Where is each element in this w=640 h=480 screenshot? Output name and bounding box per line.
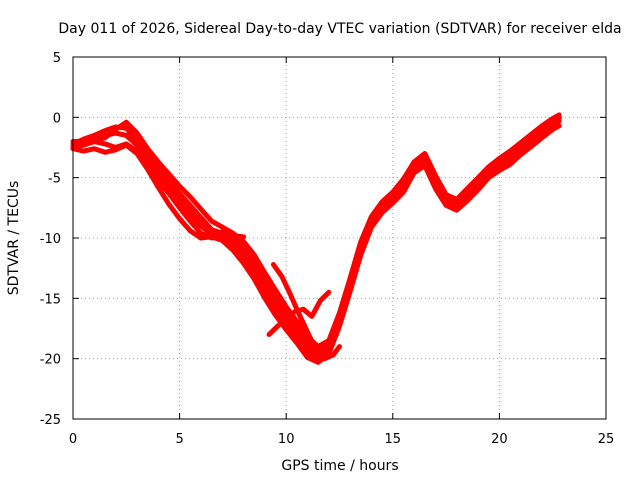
series-line-track-3 [70, 123, 562, 365]
y-tick-label: -25 [40, 413, 61, 428]
y-tick-label: -15 [40, 292, 61, 307]
chart-title: Day 011 of 2026, Sidereal Day-to-day VTE… [58, 21, 621, 37]
y-tick-label: 5 [53, 51, 61, 66]
y-axis-label: SDTVAR / TECUs [6, 181, 22, 296]
x-tick-label: 0 [69, 432, 77, 447]
data-series [70, 112, 562, 365]
x-tick-label: 25 [598, 432, 615, 447]
x-tick-label: 15 [385, 432, 402, 447]
series-line-track-8 [177, 199, 247, 240]
x-axis-label: GPS time / hours [281, 458, 398, 474]
y-tick-label: -5 [48, 172, 61, 187]
y-tick-label: -20 [40, 353, 61, 368]
x-tick-label: 10 [278, 432, 295, 447]
x-tick-label: 5 [175, 432, 183, 447]
series-line-track-5 [70, 112, 562, 350]
x-tick-label: 20 [491, 432, 508, 447]
series-line-track-6 [270, 262, 342, 362]
y-tick-label: 0 [53, 111, 61, 126]
y-tick-label: -10 [40, 232, 61, 247]
grid-lines [73, 57, 606, 419]
series-line-track-7 [266, 289, 332, 337]
axis-ticks: 0 5 10 15 20 25 5 0 -5 -10 -15 -20 -25 [40, 51, 615, 447]
